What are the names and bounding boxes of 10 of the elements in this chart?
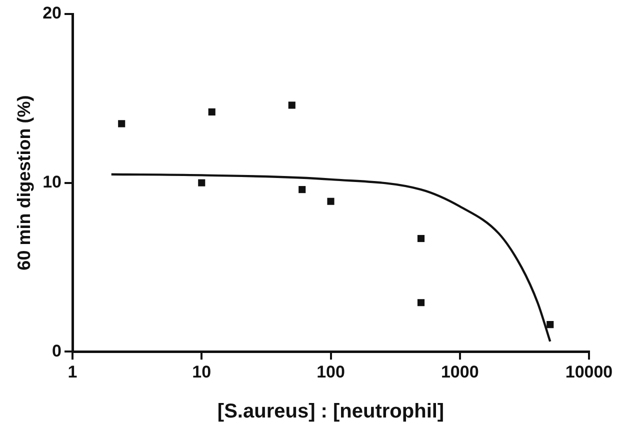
x-tick-label: 1 xyxy=(68,362,78,382)
x-tick-label: 100 xyxy=(316,362,345,382)
y-axis-title: 60 min digestion (%) xyxy=(14,95,34,270)
y-tick-label: 0 xyxy=(52,341,62,360)
y-tick-label: 20 xyxy=(42,4,62,23)
x-tick-label: 10000 xyxy=(565,362,613,382)
y-tick-label: 10 xyxy=(42,172,62,192)
x-axis-title: [S.aureus] : [neutrophil] xyxy=(217,400,444,423)
x-tick-label: 10 xyxy=(192,362,212,382)
x-tick-label: 1000 xyxy=(440,362,479,382)
